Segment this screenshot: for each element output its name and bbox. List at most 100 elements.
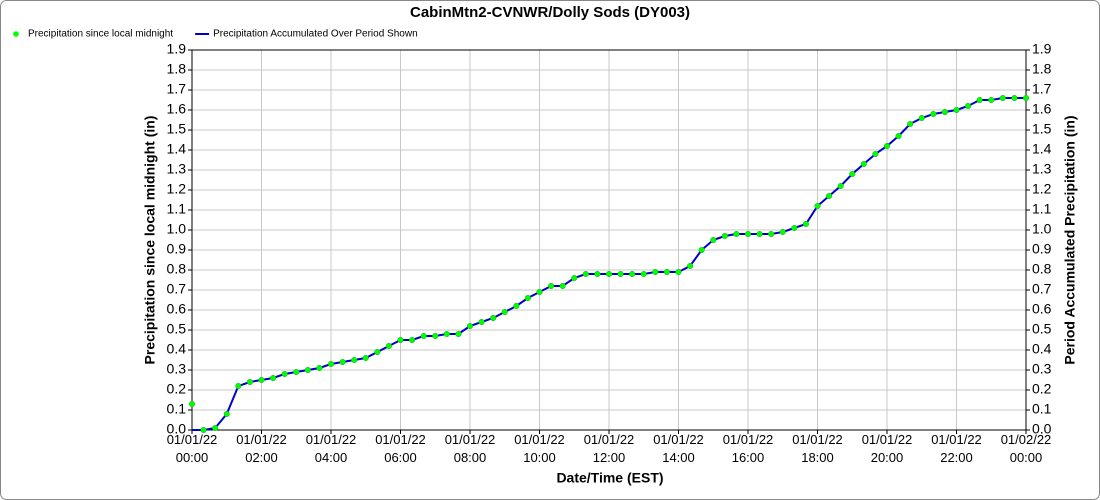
y-tick-label: 0.4: [167, 341, 187, 357]
x-tick-label: 01/01/22 12:00: [584, 432, 635, 465]
data-point: [895, 132, 902, 140]
y-tick-label: 1.7: [167, 81, 187, 97]
y2-tick-label: 0.2: [1032, 381, 1052, 397]
y2-tick-label: 1.1: [1032, 201, 1052, 217]
data-point: [860, 160, 867, 168]
data-point: [270, 374, 277, 382]
x-tick-label: 01/01/22 08:00: [445, 432, 496, 465]
y2-tick-label: 1.7: [1032, 81, 1052, 97]
chart-title: CabinMtn2-CVNWR/Dolly Sods (DY003): [410, 4, 690, 21]
data-point: [362, 354, 369, 362]
data-point: [501, 308, 508, 316]
y-tick-label: 0.8: [167, 261, 187, 277]
data-point: [953, 106, 960, 114]
y2-tick-label: 1.3: [1032, 161, 1052, 177]
data-point: [246, 378, 253, 386]
data-point: [513, 302, 520, 310]
data-point: [316, 364, 323, 372]
data-point: [710, 236, 717, 244]
data-point: [478, 318, 485, 326]
y2-tick-label: 1.9: [1032, 41, 1052, 57]
data-point: [1011, 94, 1018, 102]
y2-tick-label: 1.4: [1032, 141, 1052, 157]
data-point: [594, 270, 601, 278]
data-point: [212, 424, 219, 432]
data-point: [490, 314, 497, 322]
data-point: [675, 268, 682, 276]
y2-tick-label: 0.5: [1032, 321, 1052, 337]
data-point: [721, 232, 728, 240]
y2-tick-label: 0.8: [1032, 261, 1052, 277]
y-tick-label: 0.0: [167, 421, 187, 437]
data-point: [351, 356, 358, 364]
x-tick-label: 01/01/22 06:00: [375, 432, 426, 465]
data-point: [420, 332, 427, 340]
data-point: [756, 230, 763, 238]
data-point: [640, 270, 647, 278]
plot-border: [191, 49, 1027, 431]
x-tick-label: 01/01/22 02:00: [236, 432, 287, 465]
data-point: [907, 120, 914, 128]
y-tick-label: 1.6: [167, 101, 187, 117]
y-tick-label: 0.1: [167, 401, 187, 417]
data-point: [918, 114, 925, 122]
data-point: [663, 268, 670, 276]
x-tick-label: 01/01/22 22:00: [931, 432, 982, 465]
data-point: [293, 368, 300, 376]
data-point: [802, 220, 809, 228]
y2-tick-label: 0.4: [1032, 341, 1052, 357]
data-point: [571, 274, 578, 282]
data-point: [605, 270, 613, 278]
data-point: [559, 282, 566, 290]
y-tick-label: 1.1: [167, 201, 187, 217]
y-tick-label: 1.0: [167, 221, 187, 237]
y-tick-label: 0.6: [167, 301, 187, 317]
data-point: [223, 410, 230, 418]
data-point: [200, 426, 207, 434]
data-point: [524, 294, 531, 302]
data-point: [883, 142, 891, 150]
data-point: [188, 400, 196, 408]
data-point: [837, 182, 844, 190]
y2-tick-label: 0.6: [1032, 301, 1052, 317]
data-point: [235, 382, 242, 390]
data-point: [397, 336, 404, 344]
data-point: [687, 262, 694, 270]
y-tick-label: 1.4: [167, 141, 187, 157]
x-tick-label: 01/01/22 14:00: [653, 432, 704, 465]
y2-tick-label: 1.2: [1032, 181, 1052, 197]
data-point: [965, 102, 972, 110]
legend-marker: [13, 31, 19, 37]
y2-tick-label: 0.1: [1032, 401, 1052, 417]
data-point: [826, 192, 833, 200]
y-tick-label: 0.7: [167, 281, 187, 297]
data-point: [849, 170, 856, 178]
y-tick-label: 0.2: [167, 381, 187, 397]
data-point: [617, 270, 624, 278]
data-point: [779, 228, 786, 236]
y2-tick-label: 1.0: [1032, 221, 1052, 237]
y-tick-label: 1.3: [167, 161, 187, 177]
y2-tick-label: 0.7: [1032, 281, 1052, 297]
data-point: [814, 202, 821, 210]
x-tick-label: 01/01/22 20:00: [862, 432, 913, 465]
data-point: [455, 330, 462, 338]
y2-tick-label: 0.0: [1032, 421, 1052, 437]
data-point: [327, 360, 335, 368]
data-point: [374, 348, 381, 356]
data-point: [443, 330, 450, 338]
y-tick-label: 1.2: [167, 181, 187, 197]
x-tick-label: 01/01/22 04:00: [306, 432, 357, 465]
x-tick-label: 01/01/22 00:00: [167, 432, 218, 465]
data-point: [976, 96, 983, 104]
data-point: [988, 96, 995, 104]
data-point: [744, 230, 752, 238]
x-tick-label: 01/01/22 16:00: [723, 432, 774, 465]
data-point: [930, 110, 937, 118]
y-tick-label: 0.9: [167, 241, 187, 257]
y-tick-label: 0.3: [167, 361, 187, 377]
y2-axis-title: Period Accumulated Precipitation (in): [1062, 115, 1078, 364]
x-tick-label: 01/02/22 00:00: [1001, 432, 1052, 465]
data-point: [466, 322, 474, 330]
y-tick-label: 1.9: [167, 41, 187, 57]
